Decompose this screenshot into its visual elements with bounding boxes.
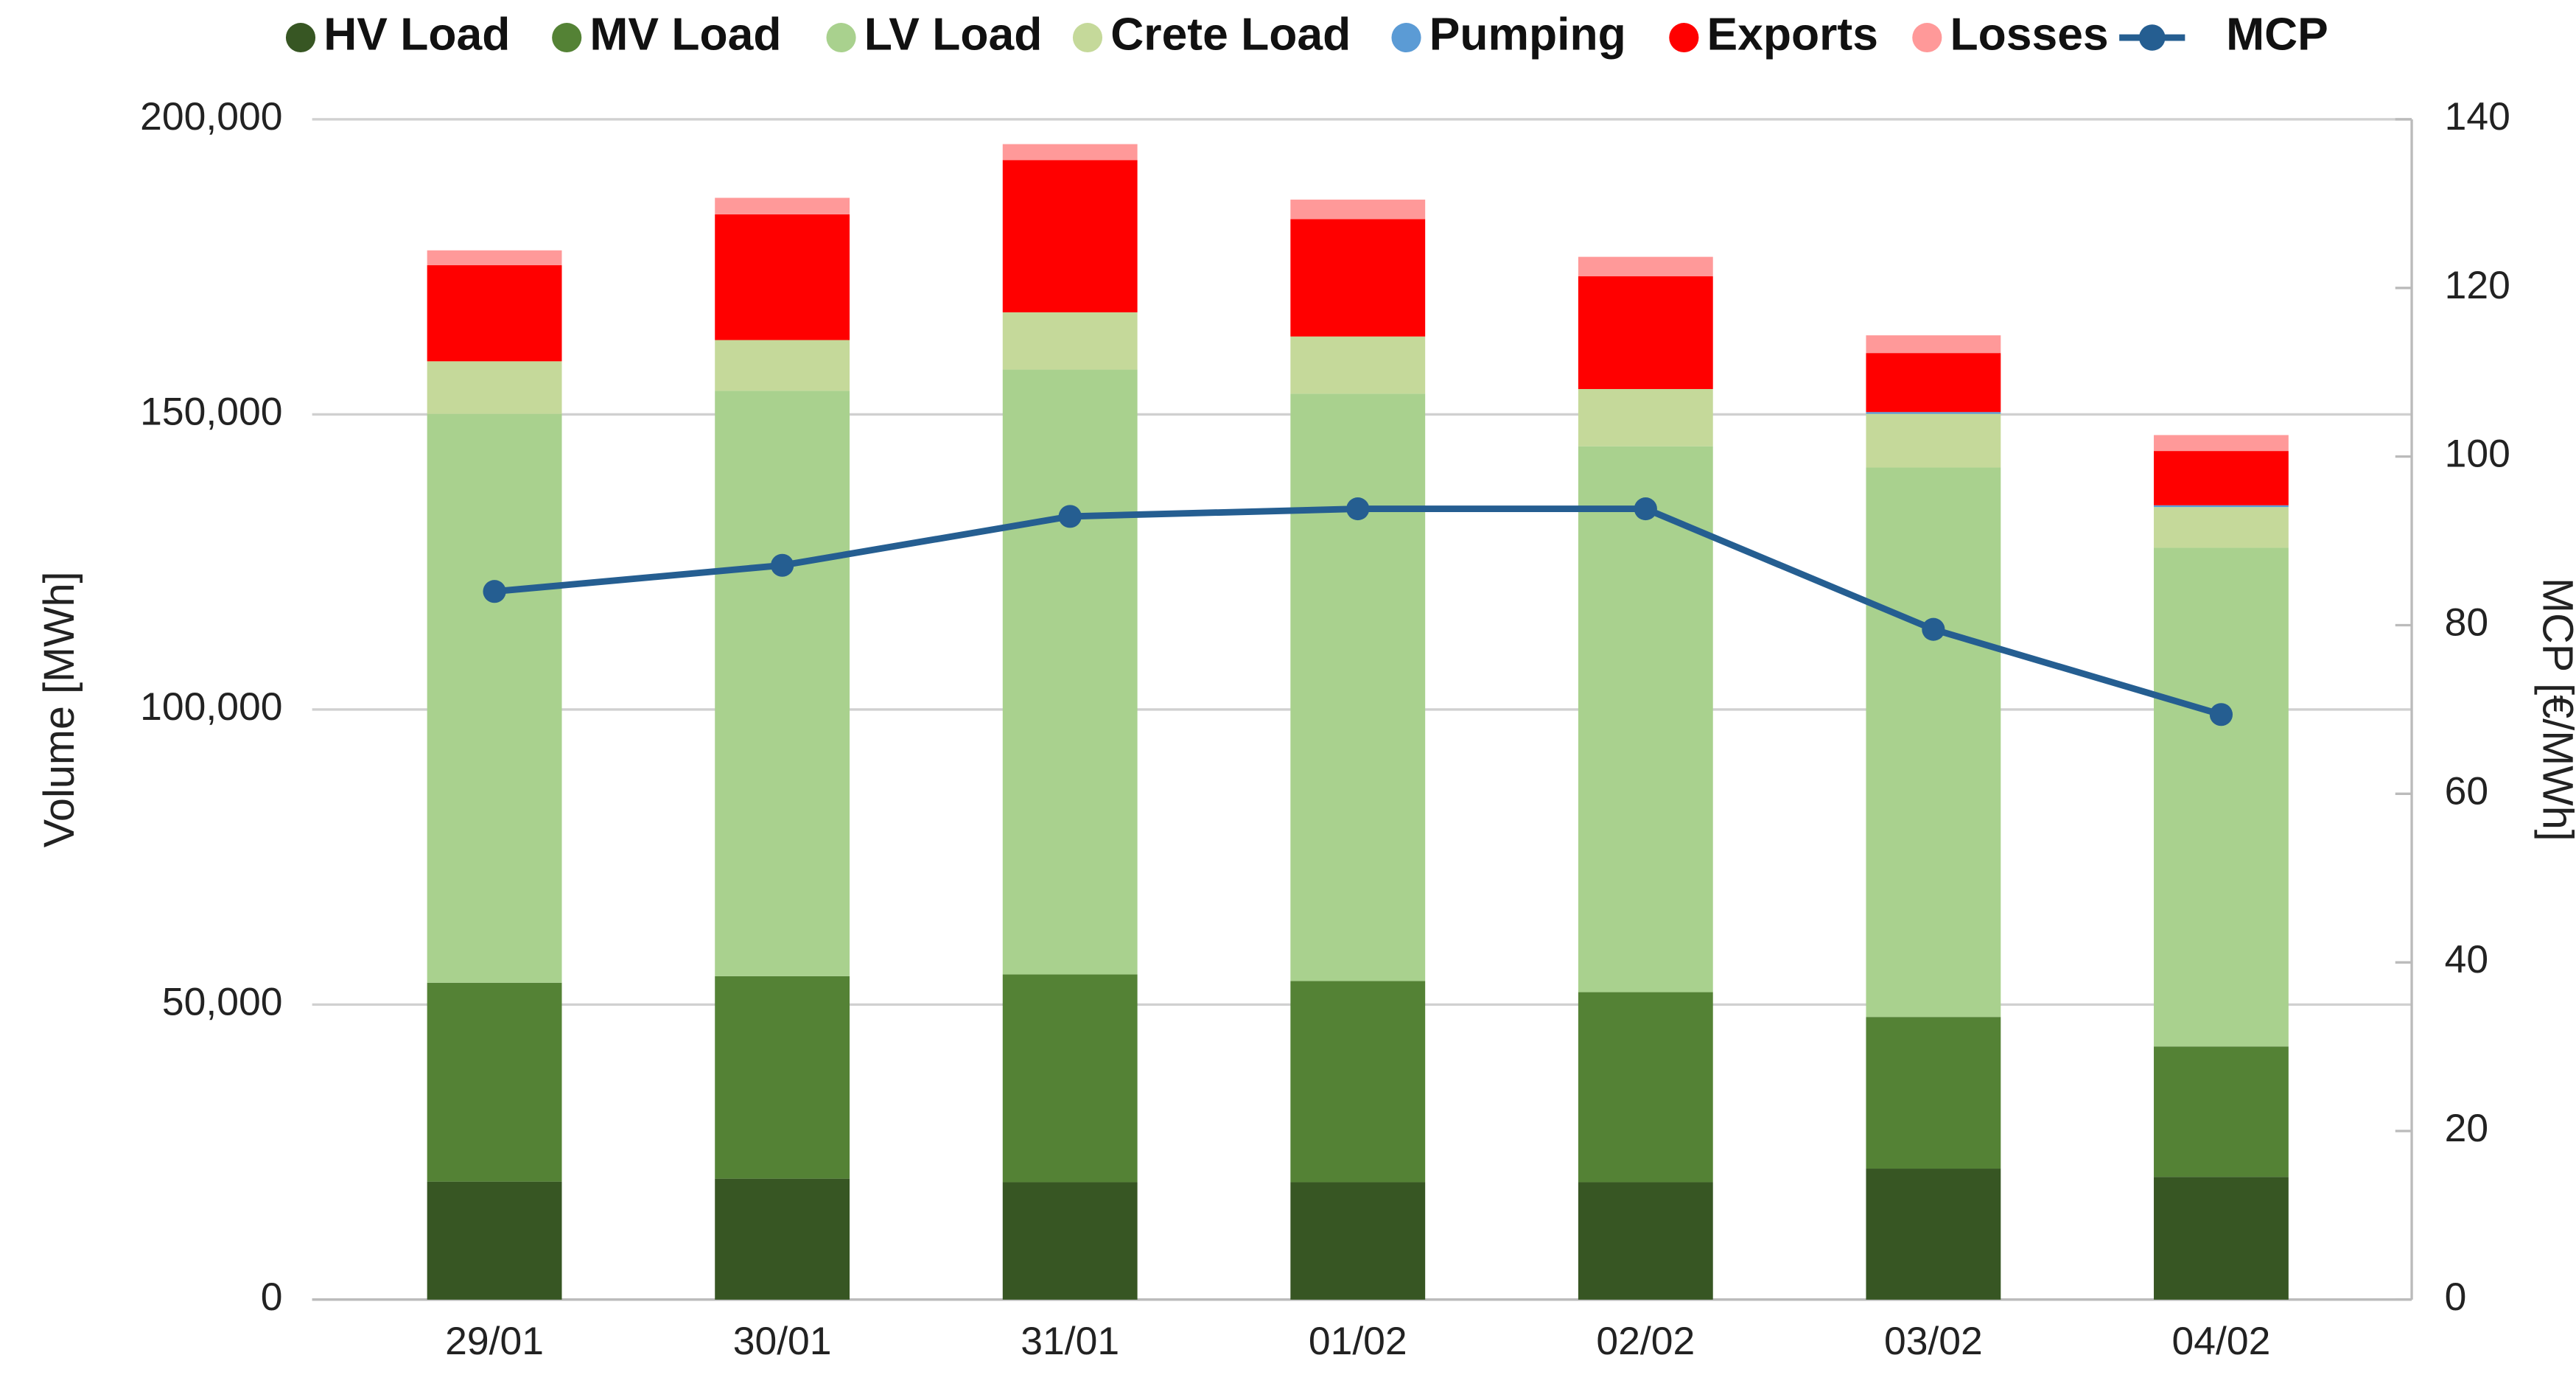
bar-segment — [1866, 1017, 2001, 1169]
bar-segment — [1578, 388, 1713, 447]
line-point — [1922, 617, 1945, 641]
bar-segment — [1866, 353, 2001, 413]
bar-segment — [1866, 467, 2001, 1018]
bar-segment — [2154, 507, 2289, 548]
y-tick-label: 100,000 — [140, 685, 282, 729]
legend-label: Crete Load — [1110, 10, 1351, 60]
bar-segment — [427, 1181, 562, 1300]
legend-marker — [1912, 23, 1942, 52]
y-tick-label: 0 — [261, 1275, 283, 1319]
line-point — [1634, 497, 1657, 521]
bar-segment — [715, 214, 850, 340]
bar-segment — [1002, 369, 1138, 975]
bar-segment — [2154, 451, 2289, 505]
y2-tick-label: 20 — [2445, 1107, 2489, 1150]
legend-label: Exports — [1707, 10, 1878, 60]
legend-label: HV Load — [323, 10, 510, 60]
bar-segment — [2154, 435, 2289, 452]
line-point — [2209, 703, 2233, 726]
bar-segment — [427, 250, 562, 265]
bar-segment — [427, 413, 562, 983]
bar-segment — [1002, 160, 1138, 312]
y2-tick-label: 80 — [2445, 601, 2489, 645]
y2-tick-label: 100 — [2445, 433, 2510, 476]
bar-segment — [1578, 276, 1713, 389]
y2-axis-title: MCP [€/MWh] — [2534, 578, 2576, 841]
bar-segment — [1866, 335, 2001, 354]
x-tick-label: 30/01 — [733, 1320, 832, 1363]
y-tick-label: 200,000 — [140, 95, 282, 139]
bar-segment — [2154, 1177, 2289, 1300]
x-tick-label: 31/01 — [1021, 1320, 1119, 1363]
bar-segment — [427, 982, 562, 1182]
bar-segment — [2154, 505, 2289, 508]
y2-tick-label: 0 — [2445, 1275, 2467, 1319]
bar-segment — [1290, 219, 1426, 337]
x-tick-label: 01/02 — [1309, 1320, 1407, 1363]
bar-segment — [1866, 412, 2001, 414]
x-tick-label: 04/02 — [2172, 1320, 2271, 1363]
bar-segment — [1578, 1182, 1713, 1300]
bar-segment — [1290, 393, 1426, 981]
y2-tick-label: 40 — [2445, 938, 2489, 981]
bar-segment — [1578, 256, 1713, 277]
legend-label: LV Load — [864, 10, 1043, 60]
y2-tick-label: 60 — [2445, 770, 2489, 813]
bar-segment — [1866, 413, 2001, 468]
bar-segment — [715, 197, 850, 214]
y-axis-title: Volume [MWh] — [36, 571, 83, 847]
legend-marker — [1669, 23, 1699, 52]
bar-segment — [1290, 981, 1426, 1183]
legend-label: MV Load — [589, 10, 781, 60]
legend-marker — [285, 23, 316, 52]
legend-marker — [1072, 23, 1103, 52]
bar-segment — [1002, 312, 1138, 370]
line-point — [1346, 497, 1370, 521]
legend-label: MCP — [2226, 10, 2328, 60]
bar-segment — [715, 1178, 850, 1300]
bar-segment — [427, 361, 562, 414]
bar-segment — [715, 976, 850, 1179]
line-point — [1058, 505, 1082, 528]
bar-segment — [715, 391, 850, 976]
bar-segment — [715, 340, 850, 391]
x-tick-label: 03/02 — [1884, 1320, 1983, 1363]
x-tick-label: 29/01 — [445, 1320, 544, 1363]
bar-segment — [1002, 144, 1138, 161]
y2-tick-label: 120 — [2445, 264, 2510, 307]
bar-segment — [427, 265, 562, 362]
legend-marker — [552, 23, 582, 52]
bar-segment — [1002, 1182, 1138, 1300]
legend-marker — [1391, 23, 1421, 52]
bar-segment — [1578, 446, 1713, 992]
bar-segment — [1578, 992, 1713, 1183]
y-tick-label: 150,000 — [140, 391, 282, 434]
legend-label: Losses — [1950, 10, 2109, 60]
bar-segment — [1290, 336, 1426, 394]
bar-segment — [1002, 974, 1138, 1183]
bar-segment — [2154, 1046, 2289, 1177]
bar-segment — [2154, 547, 2289, 1047]
bar-segment — [1290, 1182, 1426, 1300]
bar-segment — [1866, 1169, 2001, 1300]
line-point — [483, 580, 506, 603]
y-tick-label: 50,000 — [162, 981, 283, 1024]
y2-tick-label: 140 — [2445, 95, 2510, 139]
legend-marker — [826, 23, 856, 52]
x-tick-label: 02/02 — [1596, 1320, 1695, 1363]
line-point — [771, 553, 794, 577]
legend-marker — [2138, 24, 2166, 51]
bar-segment — [1290, 199, 1426, 220]
legend-label: Pumping — [1429, 10, 1626, 60]
